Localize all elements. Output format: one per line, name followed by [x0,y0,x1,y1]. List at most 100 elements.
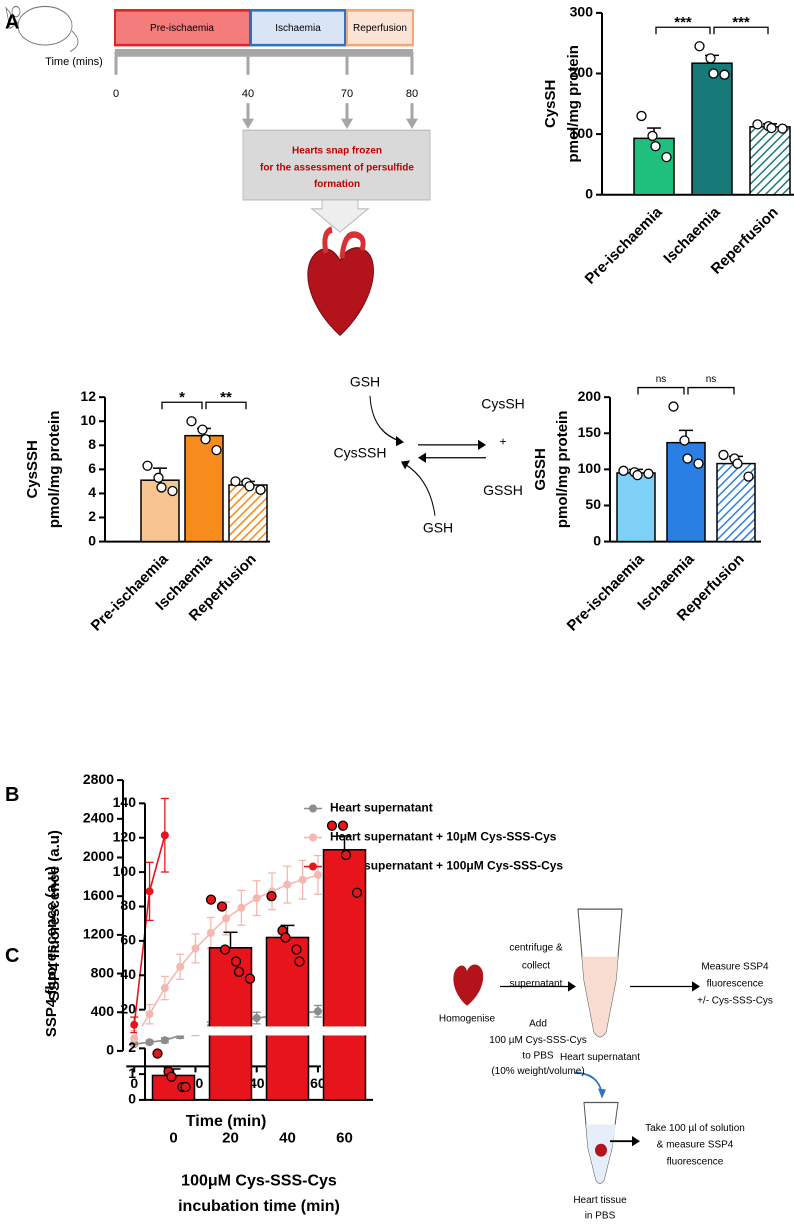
arrow-head [598,1088,606,1099]
data-point [191,944,200,953]
y-tick-label: 100 [113,863,137,879]
bar [691,62,733,196]
x-tick-label: 60 [310,1075,326,1091]
data-point [152,1048,163,1059]
schematic-text: centrifuge & [509,942,563,953]
reaction-text: GSH [423,519,453,535]
data-point [205,894,217,905]
y-tick-label: 50 [585,496,601,512]
data-point [280,932,291,943]
arrow-head [692,981,700,992]
y-axis-label: SSP4 fluorescence (a.u) [46,830,63,1001]
significance-label: ns [706,374,717,385]
schematic-text: 100 µM Cys-SSS-Cys [489,1035,586,1046]
x-tick-label: Pre-ischaemia [582,203,666,287]
data-point [252,1014,261,1023]
axis-break [137,1026,375,1036]
phase-box [114,9,251,47]
legend-label: Heart supernatant + 10μM Cys-SSS-Cys [330,830,557,844]
data-point [313,1007,322,1016]
schematic-text: to PBS [522,1051,553,1062]
legend-marker [309,804,317,813]
data-point [160,984,169,993]
reaction-text: GSSH [483,482,523,498]
y-tick-label: 2 [88,508,96,524]
curved-arrow [404,463,436,516]
legend-marker [309,833,317,842]
significance-bracket [637,386,685,395]
significance-bracket [161,401,203,410]
x-axis-label: Time (min) [186,1113,267,1130]
timeline-ticks [114,51,414,120]
arrow-head [478,439,486,451]
y-tick-label: 1 [128,1065,136,1081]
decoration [5,5,700,1184]
data-point [237,903,246,912]
y-axis-label: pmol/mg protein [565,45,582,163]
x-tick-label: 60 [336,1130,353,1147]
reaction-text: CysSSH [334,445,387,461]
arrow-head [341,118,353,129]
x-tick-label: 20 [222,1130,239,1147]
y-tick-label: 200 [570,64,594,80]
x-tick-label: Pre-ischaemia [564,550,648,634]
arrow-head [568,981,576,992]
timeline-label: Time (mins) [45,56,103,68]
panel-label: B [5,784,19,806]
time-label: 70 [341,88,353,100]
schematic-text: in PBS [585,1211,616,1222]
y-tick-label: 40 [120,966,136,982]
y-axis-label: GSSH [532,448,549,491]
data-point [719,69,730,80]
significance-label: *** [674,14,692,31]
y-tick-label: 1200 [83,926,114,942]
bar [322,849,367,1101]
box-text: for the assessment of persulfide [260,162,414,173]
arrow-head [242,118,254,129]
y-tick-label: 10 [80,412,96,428]
data-point [216,901,228,912]
arrow-head [632,1136,640,1147]
significance-label: * [179,389,185,406]
data-point [206,928,215,937]
data-point [291,944,302,955]
data-point [682,453,693,464]
bar [749,126,791,196]
panel-label: A [5,11,19,33]
phase-label: Pre-ischaemia [150,23,214,34]
x-tick-label: 40 [279,1130,296,1147]
schematic-text: & measure SSP4 [657,1140,734,1151]
data-point [647,130,658,142]
schematic-text: supernatant [510,979,563,990]
data-point [643,468,654,479]
time-label: 80 [406,88,418,100]
x-tick-label: Pre-ischaemia [88,550,172,634]
y-axis-label: pmol/mg protein [554,411,571,529]
tube-liquid [582,956,618,1037]
phase-box [250,9,346,47]
data-point [166,1071,177,1082]
schematic-text: Heart tissue [573,1195,627,1206]
data-point [294,956,305,967]
data-point [222,914,231,923]
mouse-tail [69,30,79,53]
phase-label: Reperfusion [353,23,407,34]
data-point [255,484,266,495]
y-tick-label: 0 [593,532,601,548]
mouse-ear [11,5,21,18]
curved-arrow [369,395,401,442]
data-point [176,962,185,971]
box-text: formation [314,179,360,190]
y-tick-label: 20 [120,1000,136,1016]
data-point [340,849,352,861]
x-tick-label: 0 [130,1075,138,1091]
data-point [708,68,719,79]
y-tick-label: 100 [570,125,594,141]
data-point [219,944,231,955]
y-tick-label: 300 [570,4,594,20]
y-tick-label: 400 [91,1003,115,1019]
significance-label: ns [656,374,667,385]
data-point [618,465,629,476]
data-point [694,41,705,52]
data-point [167,485,178,497]
